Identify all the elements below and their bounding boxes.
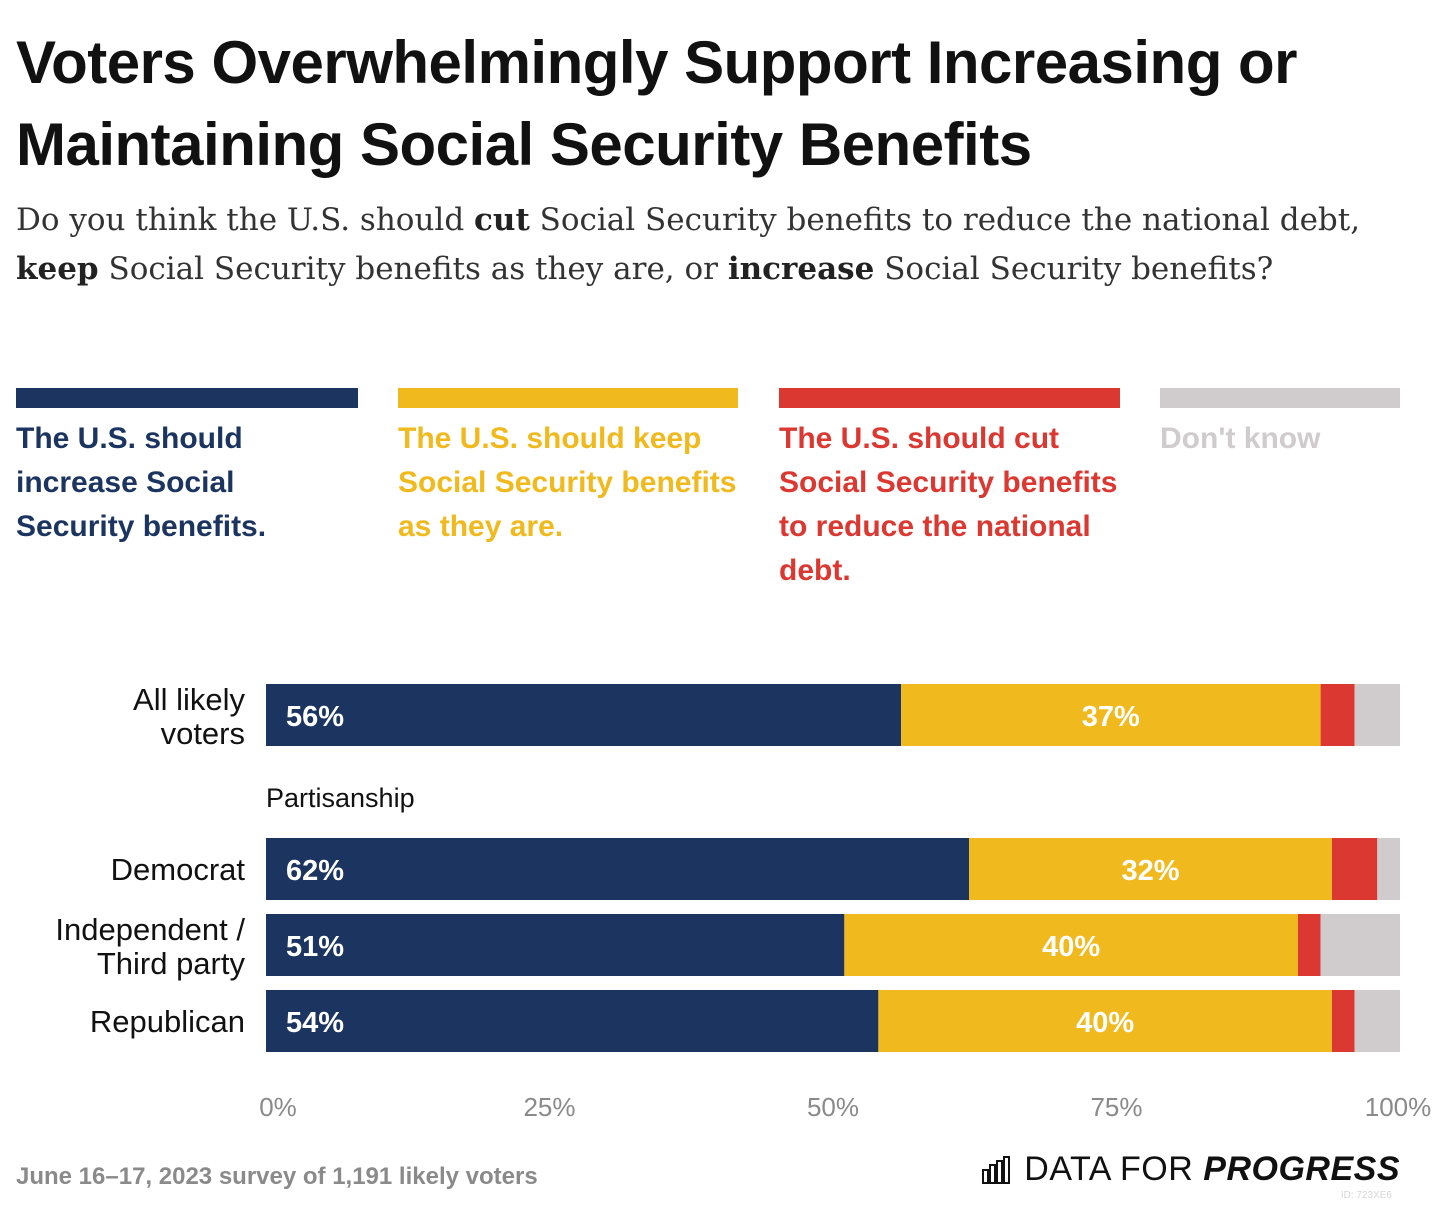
legend-item-keep: The U.S. should keep Social Security ben… — [398, 388, 738, 549]
x-tick-label-0: 0% — [259, 1092, 297, 1122]
data-label-independent-third-party-series-0: 51% — [286, 931, 344, 963]
bar-independent-third-party-series-0 — [266, 914, 845, 976]
bar-all-likely-voters-series-0 — [266, 684, 902, 746]
x-tick-label-1: 25% — [523, 1092, 575, 1122]
bar-democrat-series-1 — [969, 838, 1332, 900]
x-tick-label-4: 100% — [1365, 1092, 1432, 1122]
bar-republican-series-2 — [1331, 990, 1355, 1052]
category-label-all-likely-voters: All likely voters — [133, 682, 245, 751]
category-label-democrat: Democrat — [111, 852, 246, 887]
bar-republican-series-3 — [1354, 990, 1400, 1052]
data-label-independent-third-party-series-1: 40% — [1042, 931, 1100, 963]
legend-label-increase: The U.S. should increase Social Security… — [16, 422, 267, 543]
bar-independent-third-party-series-1 — [844, 914, 1298, 976]
question-bold-cut: cut — [474, 202, 530, 238]
bar-republican-series-0 — [266, 990, 879, 1052]
legend-swatch-dont-know — [1160, 388, 1400, 408]
legend-label-dont-know: Don't know — [1160, 422, 1321, 455]
bar-all-likely-voters-series-2 — [1320, 684, 1355, 746]
survey-question: Do you think the U.S. should cut Social … — [16, 196, 1396, 294]
data-label-all-likely-voters-series-0: 56% — [286, 701, 344, 733]
question-bold-keep: keep — [16, 251, 99, 287]
x-tick-label-2: 50% — [807, 1092, 859, 1122]
stacked-bar-chart: 56% 37% All likely voters 62% 32% Democrat 51% 4… — [55, 682, 1432, 1122]
data-label-all-likely-voters-series-1: 37% — [1082, 701, 1140, 733]
category-label-republican: Republican — [90, 1004, 245, 1039]
legend-item-dont-know: Don't know — [1160, 388, 1400, 461]
legend-swatch-cut — [779, 388, 1120, 408]
question-text-1: Do you think the U.S. should — [16, 202, 475, 238]
legend-label-keep: The U.S. should keep Social Security ben… — [398, 422, 737, 543]
data-label-republican-series-1: 40% — [1076, 1007, 1134, 1039]
brand-logo: DATA FOR PROGRESS — [982, 1150, 1400, 1189]
bar-democrat-series-3 — [1377, 838, 1400, 900]
bar-independent-third-party-series-2 — [1297, 914, 1321, 976]
survey-note: June 16–17, 2023 survey of 1,191 likely … — [16, 1163, 538, 1190]
question-text-4: Social Security benefits? — [874, 251, 1274, 287]
question-text-2: Social Security benefits to reduce the n… — [529, 202, 1361, 238]
category-label-independent-third-party: Independent / Third party — [55, 912, 245, 981]
bar-democrat-series-0 — [266, 838, 970, 900]
chart-title: Voters Overwhelmingly Support Increasing… — [16, 29, 1298, 178]
question-text-3: Social Security benefits as they are, or — [98, 251, 728, 287]
question-bold-increase: increase — [727, 251, 875, 287]
data-label-democrat-series-0: 62% — [286, 855, 344, 887]
group-label-partisanship: Partisanship — [266, 783, 415, 813]
bar-all-likely-voters-series-3 — [1354, 684, 1400, 746]
legend-label-cut: The U.S. should cut Social Security bene… — [779, 422, 1118, 587]
bar-democrat-series-2 — [1331, 838, 1378, 900]
legend-item-cut: The U.S. should cut Social Security bene… — [779, 388, 1120, 593]
brand-text-b: PROGRESS — [1203, 1150, 1400, 1188]
legend-swatch-increase — [16, 388, 358, 408]
data-label-republican-series-0: 54% — [286, 1007, 344, 1039]
bar-all-likely-voters-series-1 — [901, 684, 1321, 746]
data-label-democrat-series-1: 32% — [1121, 855, 1179, 887]
chart-id: ID: 723XE6 — [1340, 1190, 1392, 1201]
bar-republican-series-1 — [878, 990, 1332, 1052]
legend-item-increase: The U.S. should increase Social Security… — [16, 388, 358, 549]
legend-swatch-keep — [398, 388, 738, 408]
bar-chart-icon — [982, 1155, 1011, 1184]
x-tick-label-3: 75% — [1090, 1092, 1142, 1122]
bar-independent-third-party-series-3 — [1320, 914, 1400, 976]
brand-text-a: DATA FOR — [1024, 1150, 1194, 1188]
